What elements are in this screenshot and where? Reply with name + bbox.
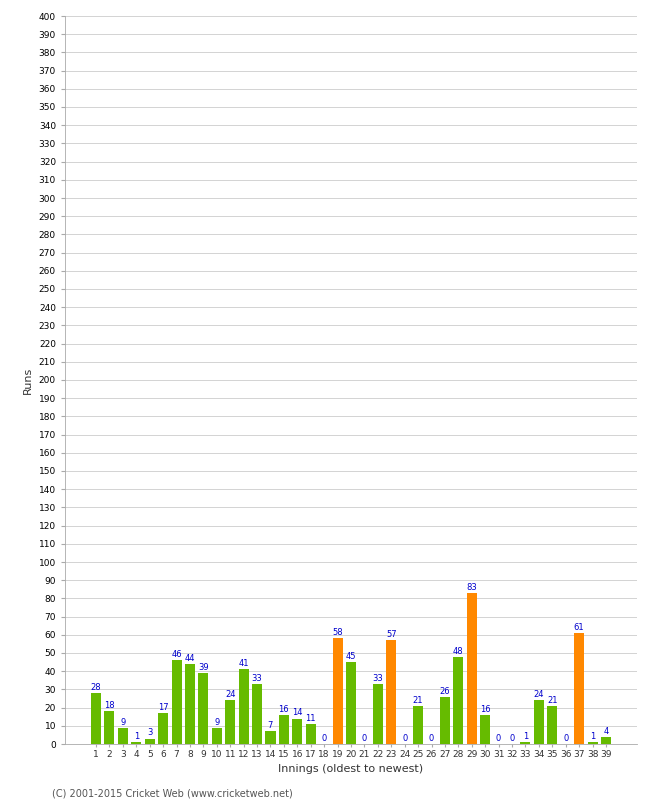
Text: 18: 18: [104, 701, 115, 710]
X-axis label: Innings (oldest to newest): Innings (oldest to newest): [278, 764, 424, 774]
Bar: [131, 742, 141, 744]
Text: 48: 48: [453, 646, 463, 655]
Text: 1: 1: [134, 732, 139, 741]
Text: 0: 0: [429, 734, 434, 743]
Bar: [534, 700, 544, 744]
Text: 45: 45: [346, 652, 356, 661]
Text: 11: 11: [306, 714, 316, 723]
Bar: [453, 657, 463, 744]
Text: 24: 24: [225, 690, 235, 699]
Bar: [145, 738, 155, 744]
Text: 0: 0: [322, 734, 327, 743]
Bar: [306, 724, 316, 744]
Bar: [265, 731, 276, 744]
Text: 0: 0: [402, 734, 408, 743]
Text: 0: 0: [510, 734, 515, 743]
Text: 9: 9: [120, 718, 125, 726]
Text: 17: 17: [158, 703, 168, 712]
Bar: [105, 711, 114, 744]
Text: 7: 7: [268, 721, 273, 730]
Bar: [601, 737, 611, 744]
Text: 33: 33: [252, 674, 263, 683]
Bar: [225, 700, 235, 744]
Text: 0: 0: [496, 734, 501, 743]
Bar: [212, 728, 222, 744]
Text: 58: 58: [332, 628, 343, 638]
Text: 57: 57: [386, 630, 396, 639]
Y-axis label: Runs: Runs: [23, 366, 33, 394]
Text: 44: 44: [185, 654, 195, 663]
Bar: [373, 684, 383, 744]
Bar: [521, 742, 530, 744]
Text: 3: 3: [147, 729, 152, 738]
Bar: [547, 706, 557, 744]
Text: 61: 61: [574, 623, 584, 632]
Bar: [118, 728, 128, 744]
Bar: [413, 706, 423, 744]
Text: 46: 46: [171, 650, 182, 659]
Bar: [292, 718, 302, 744]
Bar: [172, 660, 181, 744]
Text: 14: 14: [292, 709, 302, 718]
Text: 33: 33: [372, 674, 384, 683]
Text: 26: 26: [439, 686, 450, 695]
Bar: [91, 693, 101, 744]
Text: (C) 2001-2015 Cricket Web (www.cricketweb.net): (C) 2001-2015 Cricket Web (www.cricketwe…: [52, 788, 292, 798]
Bar: [346, 662, 356, 744]
Text: 0: 0: [563, 734, 568, 743]
Text: 16: 16: [279, 705, 289, 714]
Bar: [440, 697, 450, 744]
Bar: [574, 633, 584, 744]
Bar: [185, 664, 195, 744]
Text: 0: 0: [362, 734, 367, 743]
Text: 1: 1: [523, 732, 528, 741]
Bar: [588, 742, 597, 744]
Text: 16: 16: [480, 705, 491, 714]
Text: 9: 9: [214, 718, 220, 726]
Text: 4: 4: [603, 726, 608, 736]
Bar: [386, 640, 396, 744]
Text: 1: 1: [590, 732, 595, 741]
Bar: [239, 670, 249, 744]
Text: 21: 21: [547, 696, 558, 705]
Bar: [279, 715, 289, 744]
Text: 21: 21: [413, 696, 423, 705]
Text: 28: 28: [91, 683, 101, 692]
Bar: [198, 673, 209, 744]
Bar: [158, 713, 168, 744]
Bar: [480, 715, 490, 744]
Bar: [467, 593, 477, 744]
Bar: [252, 684, 262, 744]
Bar: [333, 638, 343, 744]
Text: 83: 83: [467, 583, 477, 592]
Text: 39: 39: [198, 663, 209, 672]
Text: 41: 41: [239, 659, 249, 668]
Text: 24: 24: [534, 690, 544, 699]
